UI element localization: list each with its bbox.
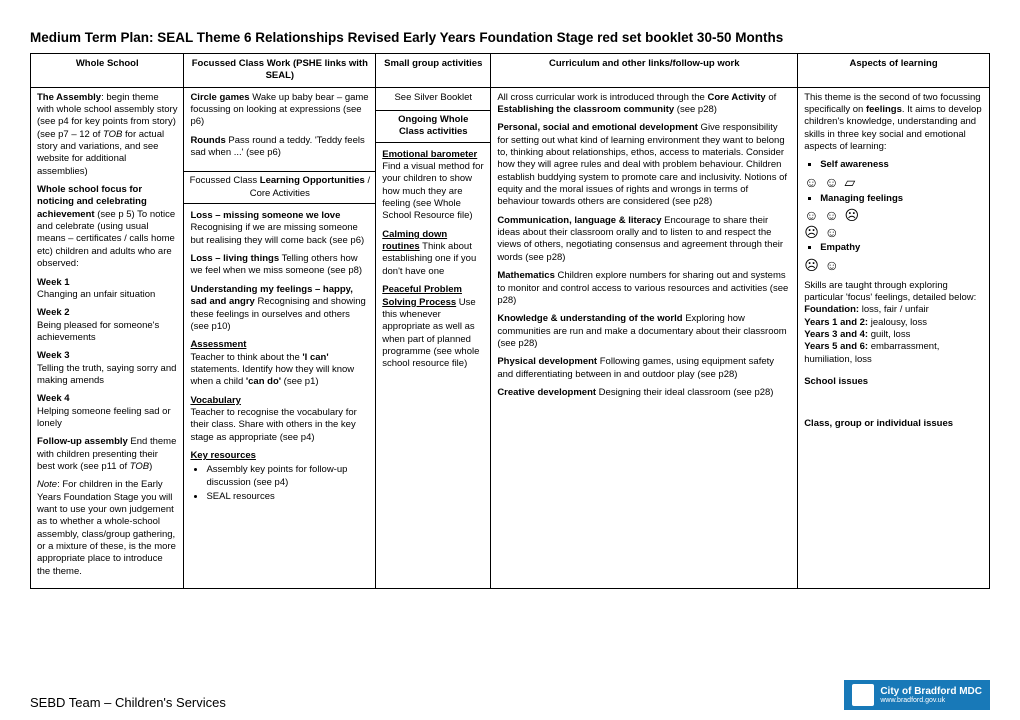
text: (see p28)	[674, 104, 717, 115]
text: Ongoing Whole	[380, 114, 486, 126]
years-label: Years 1 and 2:	[804, 317, 868, 328]
list-item: SEAL resources	[206, 491, 369, 503]
emotional-barometer-label: Emotional barometer	[382, 149, 477, 160]
focussed-class-cell: Circle games Wake up baby bear – game fo…	[184, 87, 376, 588]
list-item: Managing feelings	[820, 193, 983, 205]
creative-label: Creative development	[497, 387, 596, 398]
crest-icon	[852, 684, 874, 706]
text: jealousy, loss	[868, 317, 927, 328]
text: )	[149, 461, 152, 472]
week-label: Week 4	[37, 393, 177, 405]
week-label: Week 2	[37, 307, 177, 319]
text: All cross curricular work is introduced …	[497, 92, 707, 103]
followup-label: Follow-up assembly	[37, 436, 128, 447]
col-header: Whole School	[31, 54, 184, 88]
text: Teacher to think about the	[190, 352, 302, 363]
tob-ref: TOB	[130, 461, 149, 472]
kuw-label: Knowledge & understanding of the world	[497, 313, 682, 324]
math-label: Mathematics	[497, 270, 555, 281]
col-header: Curriculum and other links/follow-up wor…	[491, 54, 798, 88]
text: (see p1)	[281, 376, 319, 387]
text: Helping someone feeling sad or lonely	[37, 406, 177, 431]
pps-label: Peaceful Problem Solving Process	[382, 284, 462, 307]
key-resources-label: Key resources	[190, 450, 369, 462]
vocabulary-label: Vocabulary	[190, 395, 369, 407]
curriculum-cell: All cross curricular work is introduced …	[491, 87, 798, 588]
week-label: Week 1	[37, 277, 177, 289]
table-header-row: Whole School Focussed Class Work (PSHE l…	[31, 54, 990, 88]
text: Focussed Class	[190, 175, 260, 186]
text: Class activities	[380, 126, 486, 138]
text: loss, fair / unfair	[859, 304, 929, 315]
ongoing-activities-box: Ongoing Whole Class activities	[376, 110, 490, 143]
footer-text: SEBD Team – Children's Services	[30, 695, 226, 710]
tob-ref: TOB	[103, 129, 122, 140]
foundation-label: Foundation:	[804, 304, 859, 315]
text: Being pleased for someone's achievements	[37, 320, 177, 345]
list-item: Assembly key points for follow-up discus…	[206, 464, 369, 489]
school-issues-label: School issues	[804, 376, 983, 388]
loss-label: Loss – living things	[190, 253, 279, 264]
text: Find a visual method for your children t…	[382, 161, 483, 221]
text: Changing an unfair situation	[37, 289, 177, 301]
aspects-cell: This theme is the second of two focussin…	[798, 87, 990, 588]
faces-icon: ☹ ☺	[804, 257, 983, 274]
class-issues-label: Class, group or individual issues	[804, 418, 983, 430]
text: : For children in the Early Years Founda…	[37, 479, 176, 576]
circle-label: Circle games	[190, 92, 249, 103]
text: Telling the truth, saying sorry and maki…	[37, 363, 177, 388]
text: guilt, loss	[868, 329, 910, 340]
whole-school-cell: The Assembly: begin theme with whole sch…	[31, 87, 184, 588]
text: Teacher to recognise the vocabulary for …	[190, 407, 369, 444]
psed-label: Personal, social and emotional developme…	[497, 122, 698, 133]
text: Learning Opportunities	[260, 175, 365, 186]
text: 'I can'	[302, 352, 328, 363]
list-item: Self awareness	[820, 159, 983, 171]
col-header: Focussed Class Work (PSHE links with SEA…	[184, 54, 376, 88]
rounds-label: Rounds	[190, 135, 225, 146]
assembly-label: The Assembly	[37, 92, 101, 103]
text: 'can do'	[246, 376, 281, 387]
plan-table: Whole School Focussed Class Work (PSHE l…	[30, 53, 990, 589]
text: feelings	[866, 104, 902, 115]
page-title: Medium Term Plan: SEAL Theme 6 Relations…	[30, 30, 990, 45]
col-header: Aspects of learning	[798, 54, 990, 88]
silver-booklet: See Silver Booklet	[376, 88, 490, 108]
small-group-cell: See Silver Booklet Ongoing Whole Class a…	[376, 87, 491, 588]
text: Core Activity	[707, 92, 765, 103]
text: of	[766, 92, 777, 103]
bradford-badge: City of Bradford MDC www.bradford.gov.uk	[844, 680, 990, 710]
text: Designing their ideal classroom (see p28…	[596, 387, 773, 398]
note-label: Note	[37, 479, 57, 490]
text: Recognising if we are missing someone bu…	[190, 222, 364, 245]
faces-icon: ☺ ☺ ☹ ☹ ☺	[804, 207, 983, 241]
assessment-label: Assessment	[190, 339, 369, 351]
text: Skills are taught through exploring part…	[804, 280, 983, 305]
page-footer: SEBD Team – Children's Services City of …	[30, 680, 990, 710]
text: Give responsibility for setting out what…	[497, 122, 787, 207]
week-label: Week 3	[37, 350, 177, 362]
cll-label: Communication, language & literacy	[497, 215, 661, 226]
text: Establishing the classroom community	[497, 104, 674, 115]
col-header: Small group activities	[376, 54, 491, 88]
years-label: Years 5 and 6:	[804, 341, 868, 352]
loss-label: Loss – missing someone we love	[190, 210, 340, 221]
faces-icon: ☺ ☺ ▱	[804, 174, 983, 191]
table-body-row: The Assembly: begin theme with whole sch…	[31, 87, 990, 588]
phys-label: Physical development	[497, 356, 597, 367]
list-item: Empathy	[820, 242, 983, 254]
badge-url: www.bradford.gov.uk	[880, 697, 982, 705]
learning-opportunities-box: Focussed Class Learning Opportunities / …	[184, 171, 375, 204]
badge-title: City of Bradford MDC	[880, 686, 982, 697]
years-label: Years 3 and 4:	[804, 329, 868, 340]
